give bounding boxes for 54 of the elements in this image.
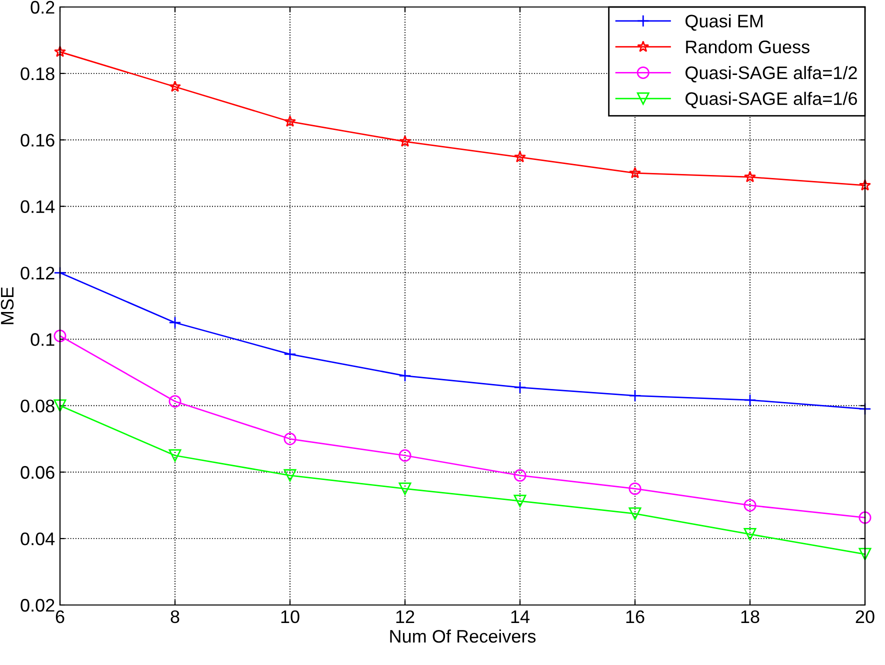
point [514, 150, 526, 162]
point [399, 135, 411, 147]
point [54, 330, 66, 342]
point [284, 115, 296, 127]
y-tick-label: 0.14 [20, 200, 55, 214]
point [168, 395, 182, 408]
x-tick-label: 12 [396, 610, 414, 623]
x-tick-label: 20 [856, 610, 874, 624]
point [628, 507, 642, 520]
point [744, 499, 756, 512]
y-tick-label: 0.04 [20, 532, 55, 546]
x-tick-label: 16 [626, 610, 644, 624]
x-tick-label: 10 [281, 610, 300, 624]
legend-label: Quasi EM [686, 14, 762, 31]
point [284, 348, 296, 360]
x-tick-label: 8 [170, 610, 180, 624]
point [284, 469, 296, 482]
point [744, 394, 756, 406]
point [514, 494, 526, 508]
y-tick-label: 0.2 [30, 0, 54, 14]
point [54, 46, 66, 58]
point [398, 370, 412, 382]
point [514, 469, 526, 482]
point [628, 389, 642, 402]
legend-label: Quasi-SAGE alfa=1/2 [686, 66, 857, 82]
x-axis-title: Num Of Receivers [390, 629, 536, 643]
point [858, 548, 872, 560]
point [514, 381, 526, 394]
point [628, 482, 642, 495]
point [168, 449, 182, 462]
y-tick-label: 0.12 [20, 266, 54, 280]
y-tick-label: 0.08 [20, 400, 54, 412]
point [629, 166, 641, 178]
point [284, 432, 296, 446]
point [398, 482, 412, 495]
point [54, 399, 66, 412]
legend-label: Quasi-SAGE alfa=1/6 [686, 92, 857, 108]
point [168, 316, 182, 329]
x-tick-label: 6 [56, 610, 64, 624]
y-tick-label: 0.1 [30, 333, 54, 346]
y-axis-title: MSE [0, 287, 14, 324]
y-tick-label: 0.16 [20, 134, 54, 147]
y-tick-label: 0.02 [20, 598, 54, 612]
point [398, 449, 412, 462]
x-tick-label: 14 [511, 610, 530, 623]
point [859, 179, 871, 191]
point [858, 511, 872, 524]
point [744, 170, 756, 182]
y-tick-label: 0.18 [20, 67, 54, 80]
point [169, 80, 181, 92]
x-tick-label: 18 [741, 610, 760, 624]
y-tick-label: 0.06 [20, 466, 54, 479]
legend-label: Random Guess [686, 40, 810, 54]
point [744, 528, 756, 540]
